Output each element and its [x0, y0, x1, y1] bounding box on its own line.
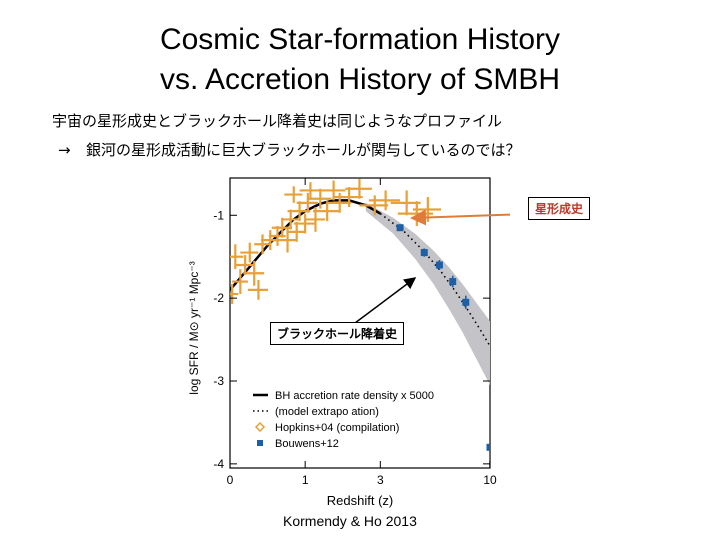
slide-title-line2: vs. Accretion History of SMBH	[159, 63, 561, 96]
summary-line: 宇宙の星形成史とブラックホール降着史は同じようなプロファイル	[52, 112, 503, 130]
bouwens-point	[420, 248, 428, 257]
hopkins-point	[280, 209, 300, 230]
legend-diamond-icon	[254, 421, 266, 433]
model-uncertainty-band-group	[365, 202, 490, 386]
axis-ticks-group: -1 -2 -3 -40 1 3 10	[213, 178, 497, 487]
hopkins-point	[368, 190, 401, 211]
hopkins-point	[230, 284, 239, 304]
bouwens-point	[462, 295, 470, 309]
bouwens-marker	[449, 278, 457, 286]
bouwens-points-group	[396, 224, 490, 468]
hopkins-point	[284, 186, 303, 203]
hopkins-point	[312, 201, 340, 222]
hopkins-points-group	[230, 178, 441, 304]
bouwens-marker	[486, 443, 490, 451]
implication-line: → 銀河の星形成活動に巨大ブラックホールが関与しているのでは？	[58, 139, 521, 160]
bouwens-marker	[420, 249, 428, 257]
legend-entry-hopkins: Hopkins+04 (compilation)	[275, 422, 399, 434]
hopkins-point	[345, 178, 372, 199]
hopkins-point	[287, 221, 306, 242]
hopkins-point	[390, 190, 421, 216]
bh-pointer-arrow	[354, 277, 417, 324]
model-uncertainty-band	[365, 202, 490, 386]
hopkins-point	[296, 192, 318, 213]
bouwens-point	[396, 224, 404, 232]
hopkins-point	[307, 188, 332, 209]
bouwens-point	[435, 260, 443, 270]
hopkins-point	[254, 234, 271, 255]
x-tick-label: 0	[227, 473, 234, 487]
y-axis-label: log SFR / M⊙ yr⁻¹ Mpc⁻³	[187, 261, 201, 394]
legend: BH accretion rate density x 5000 (model …	[253, 390, 434, 450]
model-extrapolation-curve	[379, 212, 490, 347]
source-credit: Kormendy & Ho 2013	[283, 513, 417, 529]
hopkins-point	[243, 260, 265, 286]
hopkins-point	[287, 201, 311, 222]
x-axis-label: Redshift (z)	[327, 493, 393, 508]
hopkins-point	[247, 279, 269, 300]
bouwens-point	[449, 275, 457, 288]
bouwens-marker	[396, 224, 404, 232]
hopkins-point	[235, 255, 255, 275]
legend-entry-bh: BH accretion rate density x 5000	[275, 390, 434, 402]
legend-entry-bouwens: Bouwens+12	[275, 438, 339, 450]
hopkins-point	[240, 242, 259, 263]
bouwens-marker	[462, 298, 470, 306]
bouwens-point	[486, 397, 490, 468]
hopkins-point	[232, 269, 248, 294]
x-tick-label: 1	[302, 473, 309, 487]
hopkins-point	[333, 187, 363, 207]
implication-text: 銀河の星形成活動に巨大ブラックホールが関与しているのでは？	[86, 141, 521, 159]
sfh-pointer-arrow	[410, 209, 510, 226]
x-tick-label: 3	[377, 473, 384, 487]
callout-star-formation-history: 星形成史	[528, 197, 591, 220]
y-tick-label: -4	[213, 457, 224, 471]
y-tick-label: -1	[213, 208, 224, 222]
bouwens-marker	[435, 261, 443, 269]
x-tick-label: 10	[483, 473, 497, 487]
hopkins-point	[299, 182, 321, 199]
hopkins-point	[359, 195, 389, 216]
implication-arrow-icon: →	[58, 141, 71, 159]
hopkins-point	[293, 213, 316, 234]
y-tick-label: -2	[213, 291, 224, 305]
legend-square-icon	[257, 440, 263, 446]
hopkins-point	[260, 230, 279, 251]
legend-entry-model: (model extrapo ation)	[275, 406, 379, 418]
callout-bh-accretion-history: ブラックホール降着史	[270, 322, 405, 345]
slide-title-line1: Cosmic Star-formation History	[159, 23, 561, 56]
hopkins-point	[230, 244, 244, 270]
y-tick-label: -3	[213, 374, 224, 388]
